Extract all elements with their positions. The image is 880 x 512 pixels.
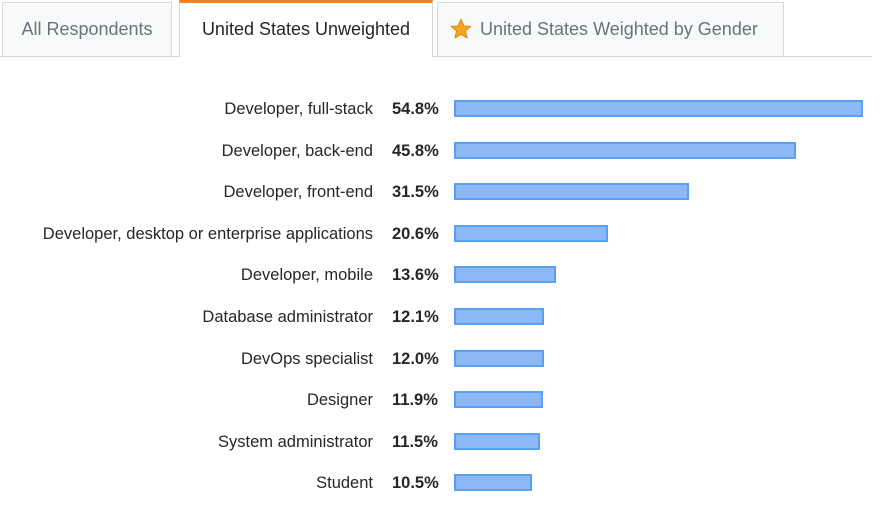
chart-row: Developer, full-stack 54.8%: [0, 94, 880, 124]
category-label: Developer, desktop or enterprise applica…: [42, 224, 373, 243]
bar: [454, 349, 544, 367]
category-label: Database administrator: [202, 308, 373, 326]
bar: [454, 141, 796, 159]
chart-row: Developer, desktop or enterprise applica…: [0, 219, 880, 249]
bar: [454, 266, 556, 284]
value-label: 13.6%: [392, 266, 439, 285]
tab-bar: All Respondents United States Unweighted…: [0, 0, 872, 57]
bar: [454, 391, 543, 409]
category-label: Developer, back-end: [221, 141, 373, 160]
category-label: Designer: [306, 391, 373, 410]
category-label: Developer, mobile: [240, 266, 373, 285]
chart-row: Database administrator 12.1%: [0, 302, 880, 332]
value-label: 12.1%: [392, 308, 439, 326]
bar: [454, 100, 863, 117]
chart-row: Student 10.5%: [0, 468, 880, 498]
tab-united-states-weighted-by-gender-label: United States Weighted by Gender: [480, 19, 758, 39]
value-label: 54.8%: [392, 100, 439, 118]
value-label: 12.0%: [392, 349, 439, 368]
star-icon: [450, 3, 474, 55]
value-label: 11.5%: [392, 432, 438, 451]
chart-row: System administrator 11.5%: [0, 427, 880, 457]
chart-row: Developer, back-end 45.8%: [0, 136, 880, 166]
tab-all-respondents-label: All Respondents: [21, 19, 153, 39]
category-label: Student: [316, 474, 373, 493]
bar: [454, 224, 608, 242]
bar: [454, 183, 689, 201]
value-label: 11.9%: [392, 391, 438, 410]
tab-united-states-unweighted[interactable]: United States Unweighted: [179, 0, 433, 57]
category-label: Developer, full-stack: [224, 100, 373, 118]
category-label: Developer, front-end: [223, 183, 373, 202]
value-label: 20.6%: [392, 224, 439, 243]
value-label: 45.8%: [392, 141, 439, 160]
tab-bar-divider: [0, 56, 872, 57]
tab-all-respondents[interactable]: All Respondents: [2, 2, 172, 56]
chart-row: Developer, front-end 31.5%: [0, 177, 880, 207]
tab-united-states-unweighted-label: United States Unweighted: [201, 19, 411, 39]
bar: [454, 308, 544, 325]
bar: [454, 432, 540, 450]
value-label: 10.5%: [392, 474, 439, 493]
category-label: DevOps specialist: [240, 349, 373, 368]
chart-row: Designer 11.9%: [0, 385, 880, 415]
chart-row: Developer, mobile 13.6%: [0, 260, 880, 290]
tab-united-states-weighted-by-gender[interactable]: United States Weighted by Gender: [437, 2, 784, 56]
chart-row: DevOps specialist 12.0%: [0, 344, 880, 374]
category-label: System administrator: [218, 432, 373, 451]
value-label: 31.5%: [392, 183, 439, 202]
developer-type-bar-chart: Developer, full-stack 54.8% Developer, bac…: [0, 57, 880, 512]
bar: [454, 474, 532, 492]
